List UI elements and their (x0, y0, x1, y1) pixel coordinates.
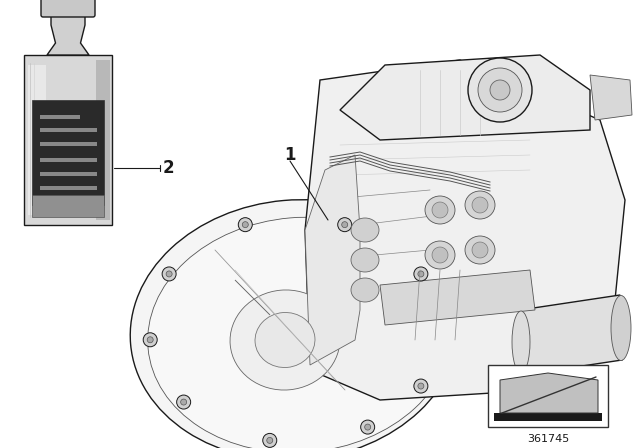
Bar (32, 100, 104, 205)
Polygon shape (47, 15, 89, 55)
Ellipse shape (512, 311, 530, 373)
Polygon shape (520, 295, 622, 375)
Ellipse shape (465, 236, 495, 264)
Circle shape (365, 424, 371, 430)
Ellipse shape (230, 290, 340, 390)
Ellipse shape (255, 313, 315, 367)
Circle shape (166, 271, 172, 277)
Circle shape (342, 222, 348, 228)
Circle shape (162, 267, 176, 281)
Circle shape (180, 399, 187, 405)
Circle shape (478, 68, 522, 112)
Text: 2: 2 (162, 159, 174, 177)
Bar (32, 195, 104, 217)
Circle shape (147, 337, 153, 343)
Circle shape (338, 218, 352, 232)
Circle shape (414, 267, 428, 281)
Ellipse shape (351, 218, 379, 242)
Circle shape (243, 222, 248, 228)
Bar (40, 186, 97, 190)
Circle shape (472, 197, 488, 213)
Bar (488, 365, 608, 427)
Ellipse shape (611, 296, 631, 361)
Polygon shape (235, 280, 270, 315)
Bar (96, 60, 110, 220)
Circle shape (472, 242, 488, 258)
Text: 361745: 361745 (527, 434, 569, 444)
Polygon shape (590, 75, 632, 120)
Ellipse shape (425, 196, 455, 224)
Circle shape (418, 271, 424, 277)
Ellipse shape (130, 200, 460, 448)
Ellipse shape (148, 217, 452, 448)
Bar (40, 128, 97, 132)
Bar (494, 413, 602, 421)
Polygon shape (340, 55, 590, 140)
Circle shape (361, 420, 374, 434)
Circle shape (418, 383, 424, 389)
Circle shape (490, 80, 510, 100)
Ellipse shape (425, 241, 455, 269)
Bar (40, 172, 97, 176)
Ellipse shape (351, 248, 379, 272)
Polygon shape (500, 373, 598, 413)
Circle shape (143, 333, 157, 347)
Polygon shape (305, 60, 625, 400)
Circle shape (238, 218, 252, 232)
Bar (28, 65, 46, 215)
Circle shape (432, 202, 448, 218)
Circle shape (432, 247, 448, 263)
Circle shape (177, 395, 191, 409)
Bar (24, 55, 112, 225)
Bar (40, 142, 97, 146)
Ellipse shape (465, 191, 495, 219)
Bar (40, 115, 80, 119)
Polygon shape (380, 270, 535, 325)
FancyBboxPatch shape (41, 0, 95, 17)
Text: 1: 1 (284, 146, 296, 164)
Circle shape (414, 379, 428, 393)
Bar (40, 158, 97, 162)
Circle shape (468, 58, 532, 122)
Circle shape (263, 433, 276, 448)
Circle shape (267, 437, 273, 444)
Ellipse shape (351, 278, 379, 302)
Polygon shape (305, 155, 360, 365)
